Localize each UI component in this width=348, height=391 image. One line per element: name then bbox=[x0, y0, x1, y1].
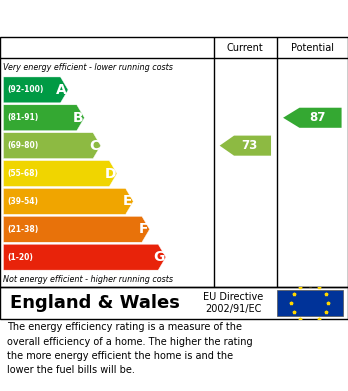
Text: Energy Efficiency Rating: Energy Efficiency Rating bbox=[10, 11, 220, 26]
Polygon shape bbox=[3, 161, 117, 187]
Polygon shape bbox=[3, 105, 85, 131]
Text: E: E bbox=[123, 194, 132, 208]
Polygon shape bbox=[3, 188, 133, 214]
Text: (55-68): (55-68) bbox=[7, 169, 38, 178]
Text: Potential: Potential bbox=[291, 43, 334, 53]
Text: D: D bbox=[104, 167, 116, 181]
Text: G: G bbox=[153, 250, 165, 264]
Text: Not energy efficient - higher running costs: Not energy efficient - higher running co… bbox=[3, 275, 174, 284]
Text: (21-38): (21-38) bbox=[7, 225, 38, 234]
Text: (69-80): (69-80) bbox=[7, 141, 38, 150]
Text: Current: Current bbox=[227, 43, 264, 53]
Text: (81-91): (81-91) bbox=[7, 113, 38, 122]
Text: (39-54): (39-54) bbox=[7, 197, 38, 206]
Polygon shape bbox=[220, 136, 271, 156]
Bar bbox=[277, 290, 343, 316]
Polygon shape bbox=[3, 133, 101, 159]
Polygon shape bbox=[283, 108, 342, 128]
Text: 87: 87 bbox=[309, 111, 325, 124]
Text: F: F bbox=[139, 222, 149, 236]
Text: A: A bbox=[56, 83, 67, 97]
Polygon shape bbox=[3, 216, 150, 242]
Text: England & Wales: England & Wales bbox=[10, 294, 180, 312]
Text: (1-20): (1-20) bbox=[7, 253, 33, 262]
Text: Very energy efficient - lower running costs: Very energy efficient - lower running co… bbox=[3, 63, 173, 72]
Text: The energy efficiency rating is a measure of the
overall efficiency of a home. T: The energy efficiency rating is a measur… bbox=[7, 322, 253, 375]
Polygon shape bbox=[3, 77, 68, 103]
Polygon shape bbox=[3, 244, 166, 270]
Text: B: B bbox=[73, 111, 84, 125]
Text: C: C bbox=[89, 139, 100, 152]
Text: (92-100): (92-100) bbox=[7, 85, 44, 94]
Text: EU Directive
2002/91/EC: EU Directive 2002/91/EC bbox=[203, 292, 263, 314]
Text: 73: 73 bbox=[241, 139, 258, 152]
